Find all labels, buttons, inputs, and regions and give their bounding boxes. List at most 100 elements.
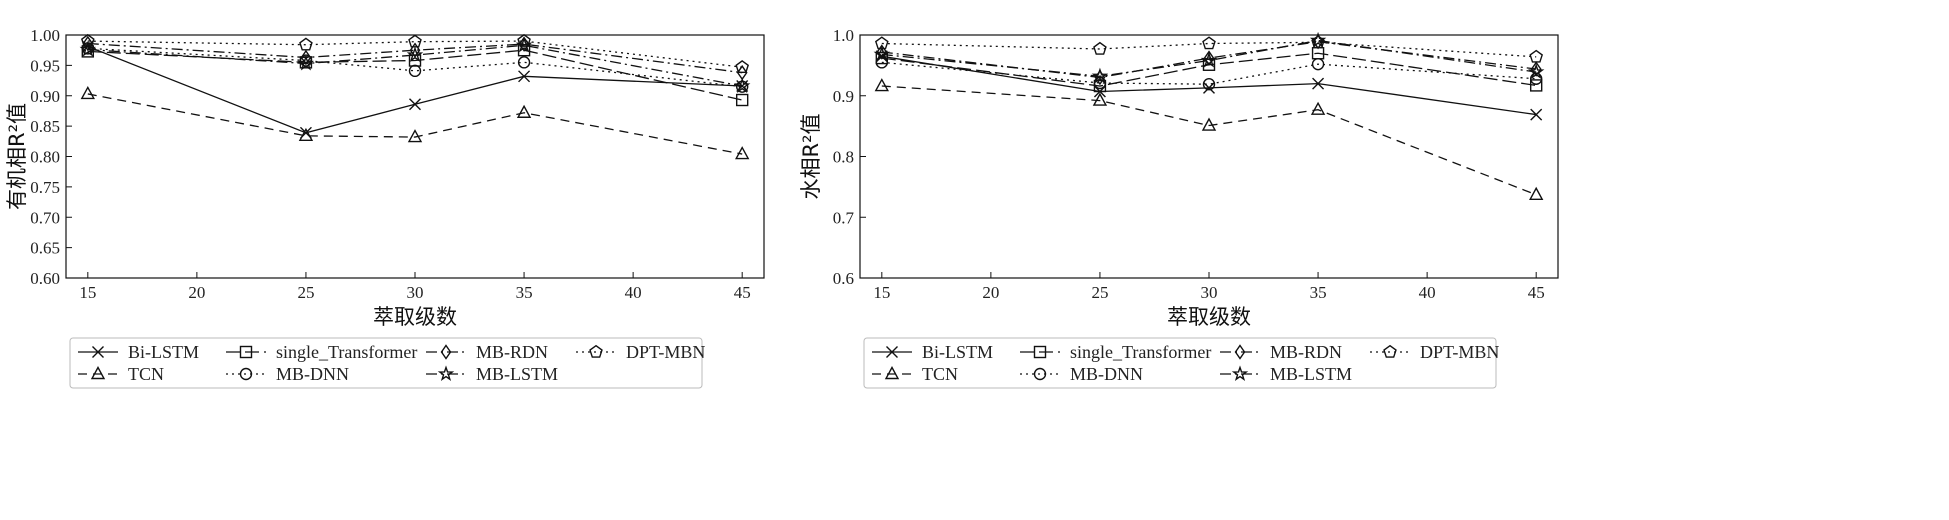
data-point-Bi-LSTM bbox=[409, 98, 421, 111]
series-line-MB-DNN bbox=[87, 47, 743, 88]
data-point-DPT-MBN bbox=[517, 33, 531, 47]
plot-frame bbox=[859, 34, 1559, 279]
series-line-single_Transformer bbox=[87, 49, 743, 101]
legend-marker-MB-LSTM bbox=[437, 365, 455, 381]
data-point-MB-LSTM bbox=[1527, 63, 1545, 80]
data-point-DPT-MBN bbox=[408, 34, 422, 48]
series-line-TCN bbox=[881, 85, 1537, 196]
y-axis-label: 有机相R²值 bbox=[5, 103, 29, 210]
data-point-TCN bbox=[80, 85, 95, 100]
legend-marker-DPT-MBN bbox=[1383, 344, 1397, 358]
y-tick-label: 0.6 bbox=[833, 269, 854, 288]
y-tick-label: 0.65 bbox=[30, 239, 60, 258]
data-point-DPT-MBN bbox=[1529, 49, 1544, 63]
legend-box bbox=[863, 337, 1497, 389]
x-tick-label: 20 bbox=[188, 283, 205, 302]
x-tick-label: 25 bbox=[297, 283, 314, 302]
y-tick-label: 0.90 bbox=[30, 87, 60, 106]
data-point-MB-LSTM bbox=[1091, 67, 1109, 84]
data-point-TCN bbox=[298, 127, 314, 142]
legend-label-MB-DNN: MB-DNN bbox=[1070, 364, 1143, 384]
y-tick-label: 0.95 bbox=[30, 56, 60, 75]
data-point-Bi-LSTM bbox=[1530, 108, 1543, 121]
series-line-Bi-LSTM bbox=[87, 45, 743, 134]
series-line-DPT-MBN bbox=[881, 41, 1537, 58]
data-point-DPT-MBN bbox=[735, 60, 750, 73]
chart-panel-1: 15 20 25 30 35 40 45 0.60 0.65 0.70 0.75 0.80 0.85 0.… bbox=[5, 26, 765, 389]
legend-label-MB-RDN: MB-RDN bbox=[1270, 342, 1342, 362]
x-tick-label: 20 bbox=[982, 283, 999, 302]
legend-marker-MB-DNN bbox=[1033, 367, 1047, 381]
series-line-MB-DNN bbox=[881, 61, 1537, 85]
legend-label-Bi-LSTM: Bi-LSTM bbox=[922, 342, 993, 362]
data-point-MB-RDN bbox=[1203, 50, 1215, 66]
data-point-DPT-MBN bbox=[874, 36, 889, 50]
x-axis-label: 萃取级数 bbox=[373, 305, 457, 329]
y-tick-label: 0.9 bbox=[833, 87, 854, 106]
data-point-MB-LSTM bbox=[297, 54, 315, 71]
legend-label-TCN: TCN bbox=[922, 364, 958, 384]
data-point-Bi-LSTM bbox=[518, 70, 531, 83]
chart-panel-2: 15 20 25 30 35 40 45 0.6 0.7 0.8 0.9 1.0 萃取级数 水相R²值 Bi… bbox=[799, 26, 1559, 389]
data-point-TCN bbox=[1201, 117, 1217, 131]
legend-marker-single_Transformer bbox=[1033, 345, 1047, 359]
legend-marker-Bi-LSTM bbox=[92, 346, 104, 358]
series-line-MB-LSTM bbox=[87, 44, 743, 87]
x-tick-label: 35 bbox=[516, 283, 533, 302]
y-tick-label: 0.70 bbox=[30, 208, 60, 227]
series-line-DPT-MBN bbox=[87, 40, 743, 68]
x-tick-label: 30 bbox=[407, 283, 424, 302]
legend-label-MB-LSTM: MB-LSTM bbox=[1270, 364, 1352, 384]
x-tick-label: 35 bbox=[1310, 283, 1327, 302]
series-line-MB-LSTM bbox=[881, 39, 1537, 77]
data-point-TCN bbox=[1310, 101, 1326, 115]
legend-label-TCN: TCN bbox=[128, 364, 164, 384]
data-point-MB-RDN bbox=[1312, 33, 1324, 50]
data-point-MB-DNN bbox=[1529, 72, 1543, 85]
series-line-TCN bbox=[87, 93, 743, 155]
plot-frame bbox=[65, 34, 765, 279]
data-point-TCN bbox=[407, 129, 423, 143]
y-tick-label: 1.00 bbox=[30, 26, 60, 45]
data-point-MB-RDN bbox=[409, 42, 421, 58]
series-line-MB-RDN bbox=[87, 42, 743, 74]
legend-marker-TCN bbox=[90, 366, 106, 380]
data-point-MB-LSTM bbox=[1200, 51, 1218, 68]
legend-label-Bi-LSTM: Bi-LSTM bbox=[128, 342, 199, 362]
legend-marker-MB-RDN bbox=[1234, 344, 1246, 360]
data-point-single_Transformer bbox=[1202, 58, 1216, 71]
legend-marker-MB-RDN bbox=[440, 344, 452, 360]
x-tick-label: 45 bbox=[734, 283, 751, 302]
legend-label-DPT-MBN: DPT-MBN bbox=[626, 342, 705, 362]
data-point-TCN bbox=[516, 104, 532, 118]
legend-label-single_Transformer: single_Transformer bbox=[276, 342, 417, 362]
data-point-MB-LSTM bbox=[733, 77, 751, 94]
y-tick-label: 0.60 bbox=[30, 269, 60, 288]
legend-marker-Bi-LSTM bbox=[886, 346, 898, 358]
data-point-MB-RDN bbox=[876, 44, 888, 60]
legend-marker-DPT-MBN bbox=[589, 344, 603, 358]
x-axis-label: 萃取级数 bbox=[1167, 305, 1251, 329]
data-point-DPT-MBN bbox=[1093, 41, 1107, 55]
data-point-single_Transformer bbox=[1529, 79, 1543, 92]
data-point-MB-RDN bbox=[1530, 61, 1542, 77]
x-tick-label: 40 bbox=[625, 283, 642, 302]
y-tick-label: 1.0 bbox=[833, 26, 854, 45]
data-point-TCN bbox=[735, 146, 750, 160]
legend-box bbox=[69, 337, 703, 389]
y-tick-label: 0.80 bbox=[30, 148, 60, 167]
legend-label-single_Transformer: single_Transformer bbox=[1070, 342, 1211, 362]
legend-marker-TCN bbox=[884, 366, 900, 380]
y-tick-label: 0.8 bbox=[833, 148, 854, 167]
data-point-DPT-MBN bbox=[80, 33, 95, 47]
legend-label-MB-LSTM: MB-LSTM bbox=[476, 364, 558, 384]
x-tick-label: 15 bbox=[79, 283, 96, 302]
data-point-single_Transformer bbox=[735, 93, 749, 107]
data-point-MB-LSTM bbox=[79, 40, 97, 57]
data-point-MB-DNN bbox=[1202, 78, 1216, 91]
x-tick-label: 30 bbox=[1201, 283, 1218, 302]
data-point-single_Transformer bbox=[1093, 79, 1107, 93]
legend-marker-MB-LSTM bbox=[1231, 365, 1249, 381]
data-point-MB-DNN bbox=[517, 56, 531, 69]
data-point-TCN bbox=[874, 78, 889, 92]
